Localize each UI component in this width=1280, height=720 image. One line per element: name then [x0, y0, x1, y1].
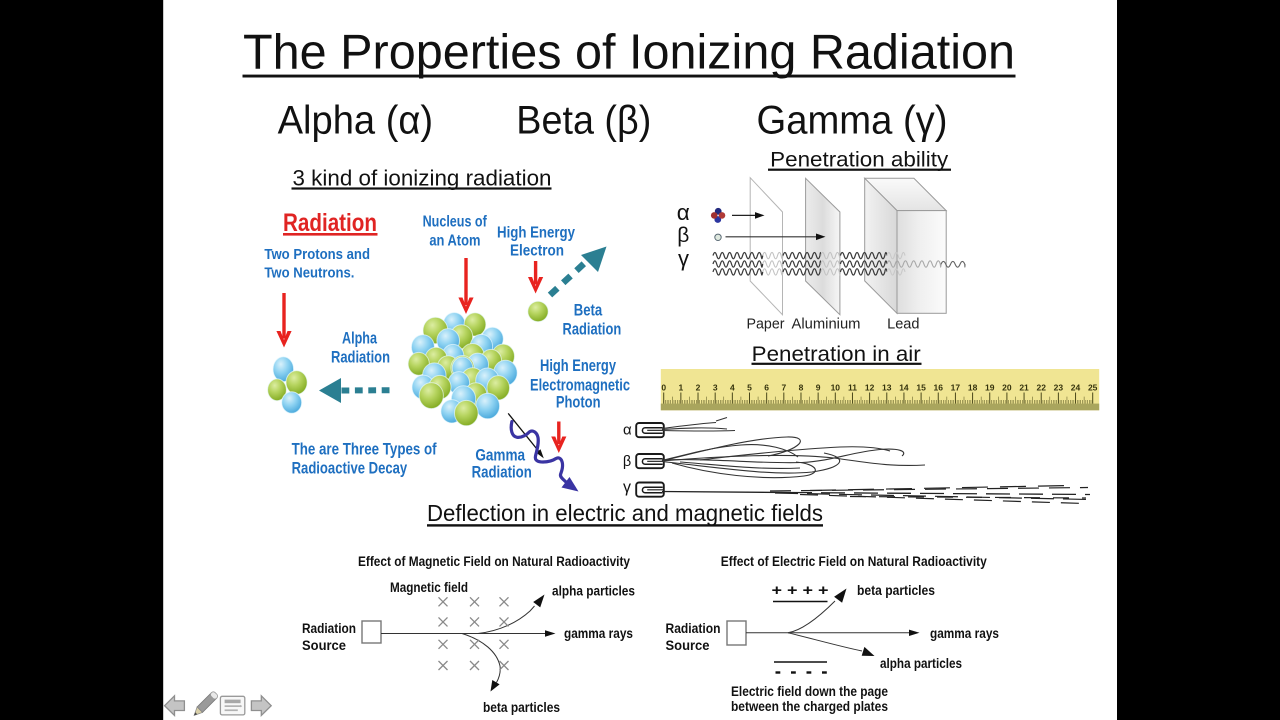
svg-text:γ: γ — [678, 246, 689, 271]
svg-text:Radiation: Radiation — [331, 349, 390, 367]
svg-text:6: 6 — [764, 382, 769, 392]
svg-text:gamma rays: gamma rays — [564, 626, 633, 641]
svg-text:22: 22 — [1036, 382, 1046, 392]
svg-text:10: 10 — [831, 382, 841, 392]
svg-text:25: 25 — [1088, 382, 1098, 392]
svg-text:Gamma (γ): Gamma (γ) — [757, 99, 948, 143]
svg-text:between the charged plates: between the charged plates — [731, 699, 888, 714]
svg-text:gamma rays: gamma rays — [930, 626, 999, 641]
svg-text:α: α — [677, 200, 690, 225]
svg-text:alpha particles: alpha particles — [880, 656, 962, 671]
svg-text:19: 19 — [985, 382, 995, 392]
svg-text:β: β — [623, 454, 631, 470]
svg-text:Radiation: Radiation — [472, 464, 532, 482]
svg-text:Effect of Electric Field on Na: Effect of Electric Field on Natural Radi… — [721, 554, 987, 569]
svg-text:beta particles: beta particles — [483, 700, 560, 715]
svg-text:Electron: Electron — [510, 242, 564, 259]
svg-text:Deflection in electric and mag: Deflection in electric and magnetic fiel… — [427, 500, 823, 526]
svg-text:Source: Source — [666, 638, 710, 653]
svg-text:Radiation: Radiation — [666, 621, 721, 636]
svg-text:Alpha (α): Alpha (α) — [278, 99, 434, 143]
svg-text:Radiation: Radiation — [283, 209, 377, 237]
svg-text:+ + + +: + + + + — [772, 582, 829, 599]
svg-text:Radiation: Radiation — [302, 621, 356, 636]
svg-text:2: 2 — [696, 382, 701, 392]
svg-text:an Atom: an Atom — [429, 232, 480, 249]
svg-text:Beta (β): Beta (β) — [516, 99, 651, 143]
svg-text:High Energy: High Energy — [497, 225, 575, 242]
svg-text:Two Protons and: Two Protons and — [264, 247, 370, 263]
svg-text:Source: Source — [302, 638, 346, 653]
svg-text:Two Neutrons.: Two Neutrons. — [264, 266, 354, 282]
svg-text:0: 0 — [661, 382, 666, 392]
svg-text:16: 16 — [934, 382, 944, 392]
svg-text:11: 11 — [848, 382, 857, 392]
svg-text:18: 18 — [968, 382, 978, 392]
svg-text:13: 13 — [882, 382, 892, 392]
svg-text:9: 9 — [816, 382, 821, 392]
svg-text:12: 12 — [865, 382, 875, 392]
svg-text:17: 17 — [951, 382, 961, 392]
svg-text:γ: γ — [623, 479, 631, 496]
svg-text:23: 23 — [1054, 382, 1064, 392]
svg-text:Electromagnetic: Electromagnetic — [530, 376, 630, 394]
svg-text:Penetration ability: Penetration ability — [770, 148, 948, 172]
svg-text:3: 3 — [713, 382, 718, 392]
svg-text:Gamma: Gamma — [475, 447, 525, 465]
svg-text:3 kind of ionizing radiation: 3 kind of ionizing radiation — [293, 165, 552, 190]
svg-text:beta particles: beta particles — [857, 583, 935, 598]
svg-text:21: 21 — [1019, 382, 1029, 392]
svg-text:Penetration in air: Penetration in air — [752, 342, 921, 366]
svg-text:Beta: Beta — [574, 302, 603, 320]
svg-text:alpha particles: alpha particles — [552, 584, 635, 599]
svg-text:Alpha: Alpha — [342, 330, 378, 348]
svg-text:Photon: Photon — [556, 393, 601, 411]
svg-text:The are Three Types of: The are Three Types of — [292, 441, 437, 459]
svg-text:14: 14 — [899, 382, 909, 392]
svg-text:8: 8 — [799, 382, 804, 392]
svg-text:The Properties of Ionizing Rad: The Properties of Ionizing Radiation — [243, 25, 1015, 79]
svg-text:Paper: Paper — [747, 315, 785, 332]
svg-text:Effect of Magnetic Field on Na: Effect of Magnetic Field on Natural Radi… — [358, 554, 630, 569]
svg-text:7: 7 — [781, 382, 786, 392]
svg-text:20: 20 — [1002, 382, 1012, 392]
svg-text:Radioactive Decay: Radioactive Decay — [292, 460, 408, 478]
svg-text:4: 4 — [730, 382, 735, 392]
svg-text:15: 15 — [916, 382, 926, 392]
svg-text:Aluminium: Aluminium — [792, 315, 861, 332]
svg-text:α: α — [623, 422, 632, 439]
svg-text:5: 5 — [747, 382, 752, 392]
svg-text:β: β — [677, 224, 689, 247]
svg-text:24: 24 — [1071, 382, 1081, 392]
svg-text:Nucleus of: Nucleus of — [423, 213, 488, 230]
svg-text:1: 1 — [678, 382, 683, 392]
svg-text:Radiation: Radiation — [563, 321, 622, 339]
svg-text:Magnetic field: Magnetic field — [390, 580, 468, 595]
svg-text:High Energy: High Energy — [540, 357, 617, 375]
svg-text:Electric field down the page: Electric field down the page — [731, 684, 888, 699]
svg-text:Lead: Lead — [887, 315, 919, 332]
